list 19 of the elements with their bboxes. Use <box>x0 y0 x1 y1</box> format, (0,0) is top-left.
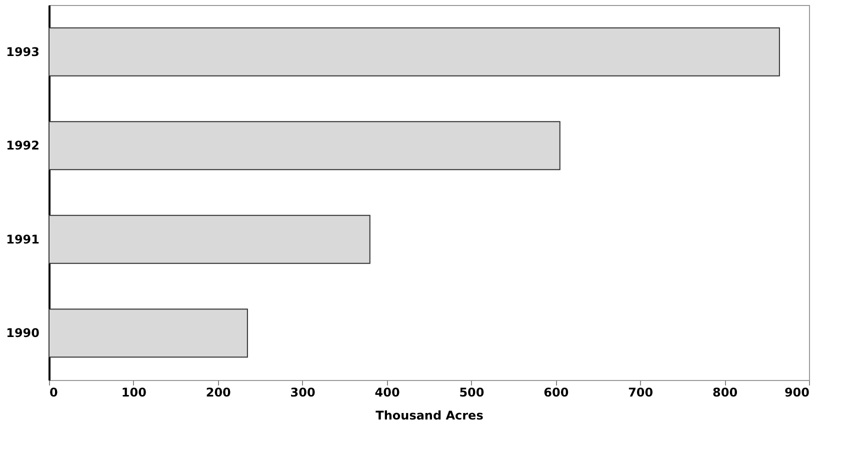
x-tick-label: 0 <box>50 386 58 400</box>
x-tick-label: 700 <box>628 386 654 400</box>
x-tick-label: 400 <box>374 386 400 400</box>
x-tick-label: 100 <box>121 386 146 400</box>
x-axis-title: Thousand Acres <box>376 408 484 422</box>
y-tick-label: 1992 <box>6 138 40 153</box>
bar <box>48 121 560 170</box>
y-tick-label: 1991 <box>6 232 40 246</box>
x-tick-label: 300 <box>290 386 316 400</box>
y-tick-label: 1993 <box>6 44 40 59</box>
x-tick-label: 500 <box>459 386 484 400</box>
x-tick-label: 200 <box>206 386 231 400</box>
bar <box>48 308 248 358</box>
bar <box>48 214 370 264</box>
x-tick-label: 600 <box>544 386 569 400</box>
x-tick-label: 900 <box>784 386 810 400</box>
bar <box>48 27 780 76</box>
x-tick-label: 800 <box>712 386 738 400</box>
y-tick-label: 1990 <box>6 326 40 340</box>
